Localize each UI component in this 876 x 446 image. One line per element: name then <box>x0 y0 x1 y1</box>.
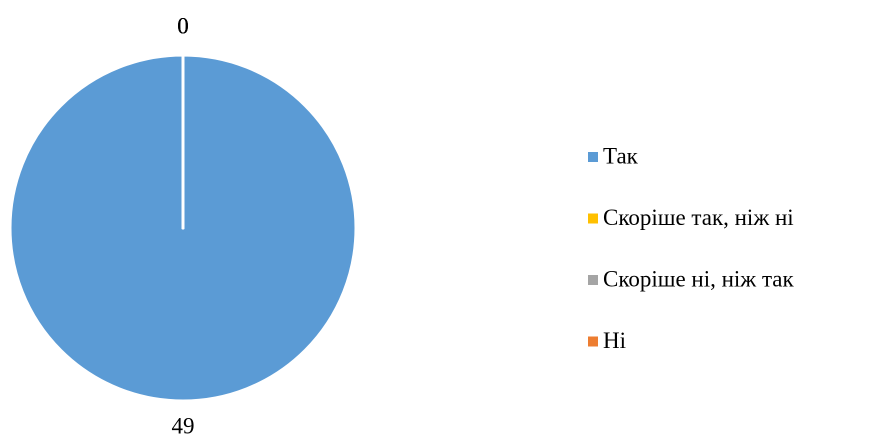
data-label: 49 <box>172 413 195 438</box>
legend-label: Скоріше ні, ніж так <box>603 266 794 291</box>
legend-swatch <box>588 336 598 347</box>
legend-label: Ні <box>603 328 626 353</box>
data-label: 0 <box>177 13 189 38</box>
legend-label: Так <box>603 143 639 168</box>
data-label: 0 <box>177 13 189 38</box>
legend-swatch <box>588 275 598 285</box>
data-label: 0 <box>177 13 189 38</box>
legend-swatch <box>588 213 598 224</box>
legend-swatch <box>588 152 598 162</box>
legend-label: Скоріше так, ніж ні <box>603 205 794 230</box>
